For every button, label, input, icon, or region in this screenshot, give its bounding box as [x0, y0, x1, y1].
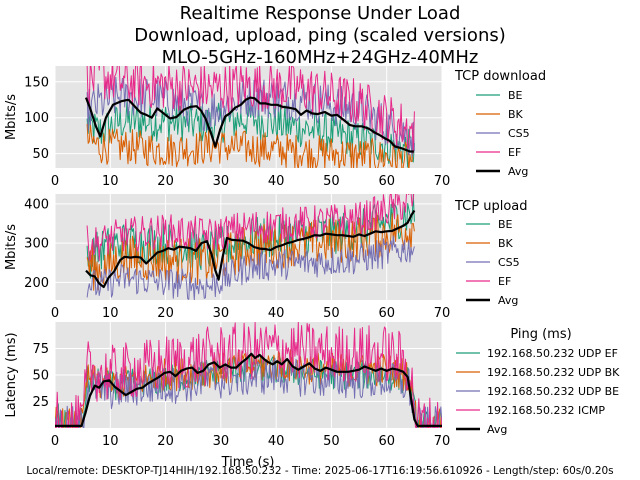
ping-x-tick-label: 60 [378, 434, 395, 449]
download-series-bk [86, 123, 415, 168]
download-y-tick-label: 100 [24, 111, 49, 126]
download-x-tick-label: 70 [434, 174, 451, 189]
download-x-tick-label: 20 [157, 174, 174, 189]
download-y-tick-label: 150 [24, 75, 49, 90]
upload-series-avg [85, 209, 416, 289]
footer-text: Local/remote: DESKTOP-TJ14HIH/192.168.50… [26, 465, 613, 477]
ping-x-tick-label: 70 [434, 434, 451, 449]
ping-y-axis-label: Latency (ms) [4, 332, 19, 417]
ping-x-tick-label: 20 [157, 434, 174, 449]
upload-x-tick-label: 10 [102, 306, 119, 321]
download-legend-title: TCP download [454, 69, 546, 84]
ping-legend: Ping (ms) 192.168.50.232 UDP EF 192.168.50… [456, 327, 620, 436]
upload-y-tick-label: 400 [24, 197, 49, 212]
figure-title-line-2: Download, upload, ping (scaled versions) [134, 25, 506, 46]
ping-legend-label-192-168-50-232-icmp: 192.168.50.232 ICMP [487, 404, 605, 417]
download-legend: TCP download BE BK CS5 EF Avg [454, 69, 546, 178]
ping-x-tick-label: 10 [102, 434, 119, 449]
download-legend-label-bk: BK [508, 108, 524, 121]
download-x-tick-label: 30 [213, 174, 230, 189]
upload-legend-label-avg: Avg [498, 294, 518, 307]
ping-legend-label-avg: Avg [487, 423, 507, 436]
download-x-tick-label: 10 [102, 174, 119, 189]
download-legend-label-cs5: CS5 [508, 127, 530, 140]
ping-y-tick-label: 50 [32, 369, 49, 384]
download-y-tick-label: 50 [32, 147, 49, 162]
upload-x-tick-label: 30 [213, 306, 230, 321]
ping-series-avg [55, 352, 442, 427]
ping-legend-label-192-168-50-232-udp-ef: 192.168.50.232 UDP EF [487, 347, 618, 360]
x-axis-label: Time (s) [221, 455, 275, 470]
ping-legend-label-192-168-50-232-udp-be: 192.168.50.232 UDP BE [487, 385, 619, 398]
ping-y-tick-label: 25 [32, 395, 49, 410]
download-series-avg [84, 96, 414, 153]
upload-legend-label-ef: EF [498, 275, 511, 288]
ping-x-tick-label: 0 [51, 434, 59, 449]
upload-x-tick-label: 70 [434, 306, 451, 321]
ping-legend-title: Ping (ms) [510, 327, 571, 342]
figure-title-line-1: Realtime Response Under Load [180, 3, 461, 24]
upload-legend: TCP upload BE BK CS5 EF Avg [454, 199, 528, 307]
ping-x-tick-label: 40 [268, 434, 285, 449]
upload-x-tick-label: 50 [323, 306, 340, 321]
download-x-tick-label: 0 [51, 174, 59, 189]
ping-x-tick-label: 30 [213, 434, 230, 449]
upload-y-tick-label: 200 [24, 276, 49, 291]
download-panel: 0 10 20 30 40 50 60 70 50 100 150 Mbits/s [4, 66, 451, 189]
upload-x-tick-label: 60 [378, 306, 395, 321]
download-legend-label-avg: Avg [508, 165, 528, 178]
download-legend-label-ef: EF [508, 146, 521, 159]
upload-x-tick-label: 0 [51, 306, 59, 321]
upload-x-tick-label: 20 [157, 306, 174, 321]
figure-title-line-3: MLO-5GHz-160MHz+24GHz-40MHz [162, 47, 479, 68]
upload-panel: 0 10 20 30 40 50 60 70 200 300 400 Mbits/s [4, 194, 451, 321]
ping-panel: 0 10 20 30 40 50 60 70 25 50 75 Latency (ms) [4, 322, 451, 449]
ping-x-tick-label: 50 [323, 434, 340, 449]
upload-legend-label-cs5: CS5 [498, 256, 520, 269]
download-y-axis-label: Mbits/s [4, 94, 19, 140]
ping-y-tick-label: 75 [32, 342, 49, 357]
download-x-tick-label: 60 [378, 174, 395, 189]
download-legend-label-be: BE [508, 89, 523, 102]
upload-series-ef [86, 194, 415, 262]
upload-y-tick-label: 300 [24, 237, 49, 252]
download-x-tick-label: 40 [268, 174, 285, 189]
upload-x-tick-label: 40 [268, 306, 285, 321]
upload-legend-title: TCP upload [454, 199, 528, 214]
upload-y-axis-label: Mbits/s [4, 224, 19, 270]
download-x-tick-label: 50 [323, 174, 340, 189]
upload-series-cs5 [86, 235, 415, 300]
ping-legend-label-192-168-50-232-udp-bk: 192.168.50.232 UDP BK [487, 366, 620, 379]
upload-legend-label-be: BE [498, 218, 513, 231]
ping-series-192-168-50-232-icmp [55, 322, 442, 428]
upload-legend-label-bk: BK [498, 237, 514, 250]
